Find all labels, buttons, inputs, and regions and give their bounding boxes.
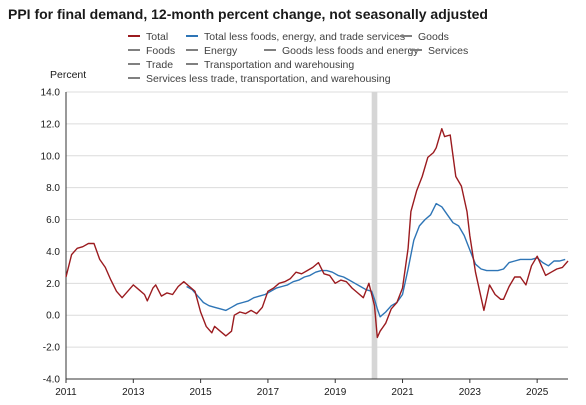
legend-item-core[interactable]: Total less foods, energy, and trade serv… (186, 30, 405, 44)
legend-item-total[interactable]: Total (128, 30, 168, 44)
y-tick-label: 8.0 (46, 183, 60, 194)
x-tick-label: 2023 (459, 387, 482, 398)
series-line-total (65, 127, 569, 339)
y-tick-label: 14.0 (41, 88, 61, 99)
x-tick-label: 2015 (189, 387, 212, 398)
legend-item-services-less[interactable]: Services less trade, transportation, and… (128, 72, 391, 86)
legend-item-goods[interactable]: Goods (400, 30, 449, 44)
x-tick-label: 2013 (122, 387, 145, 398)
x-tick-label: 2017 (257, 387, 280, 398)
y-tick-label: 4.0 (46, 247, 60, 258)
y-tick-label: 2.0 (46, 279, 60, 290)
x-tick-label: 2021 (391, 387, 414, 398)
x-tick-label: 2011 (55, 387, 77, 398)
legend-item-trade[interactable]: Trade (128, 58, 173, 72)
legend-item-goods-less[interactable]: Goods less foods and energy (264, 44, 419, 58)
y-tick-label: -4.0 (43, 375, 61, 386)
x-tick-label: 2019 (324, 387, 347, 398)
legend-item-transportation[interactable]: Transportation and warehousing (186, 58, 354, 72)
y-axis-label: Percent (50, 69, 87, 81)
legend-item-services[interactable]: Services (410, 44, 468, 58)
recession-band (371, 92, 378, 379)
legend-item-foods[interactable]: Foods (128, 44, 175, 58)
y-tick-label: 10.0 (41, 151, 61, 162)
series-line-core (186, 202, 566, 318)
legend-item-energy[interactable]: Energy (186, 44, 237, 58)
y-tick-label: 6.0 (46, 215, 60, 226)
x-tick-label: 2025 (526, 387, 549, 398)
y-tick-label: 0.0 (46, 311, 60, 322)
y-tick-label: 12.0 (41, 119, 61, 130)
chart-title: PPI for final demand, 12-month percent c… (8, 6, 488, 22)
y-tick-label: -2.0 (43, 343, 61, 354)
